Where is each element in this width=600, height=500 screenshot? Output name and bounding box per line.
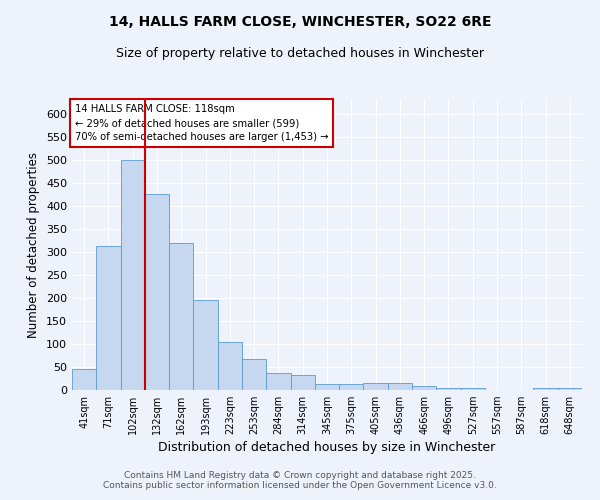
Bar xyxy=(72,369,96,390)
Bar xyxy=(290,375,315,390)
Bar xyxy=(266,373,290,390)
X-axis label: Distribution of detached houses by size in Winchester: Distribution of detached houses by size … xyxy=(158,442,496,454)
Bar xyxy=(436,388,461,390)
Bar xyxy=(96,246,121,390)
Bar xyxy=(533,388,558,390)
Text: Contains HM Land Registry data © Crown copyright and database right 2025.
Contai: Contains HM Land Registry data © Crown c… xyxy=(103,470,497,490)
Text: 14 HALLS FARM CLOSE: 118sqm
← 29% of detached houses are smaller (599)
70% of se: 14 HALLS FARM CLOSE: 118sqm ← 29% of det… xyxy=(74,104,328,142)
Y-axis label: Number of detached properties: Number of detached properties xyxy=(28,152,40,338)
Bar xyxy=(461,388,485,390)
Bar xyxy=(412,386,436,390)
Bar xyxy=(558,388,582,390)
Bar xyxy=(218,342,242,390)
Bar xyxy=(364,383,388,390)
Text: Size of property relative to detached houses in Winchester: Size of property relative to detached ho… xyxy=(116,48,484,60)
Bar xyxy=(193,300,218,390)
Bar xyxy=(315,384,339,390)
Bar xyxy=(121,160,145,390)
Bar xyxy=(388,383,412,390)
Bar xyxy=(169,242,193,390)
Bar xyxy=(339,384,364,390)
Bar xyxy=(145,194,169,390)
Text: 14, HALLS FARM CLOSE, WINCHESTER, SO22 6RE: 14, HALLS FARM CLOSE, WINCHESTER, SO22 6… xyxy=(109,15,491,29)
Bar xyxy=(242,358,266,390)
